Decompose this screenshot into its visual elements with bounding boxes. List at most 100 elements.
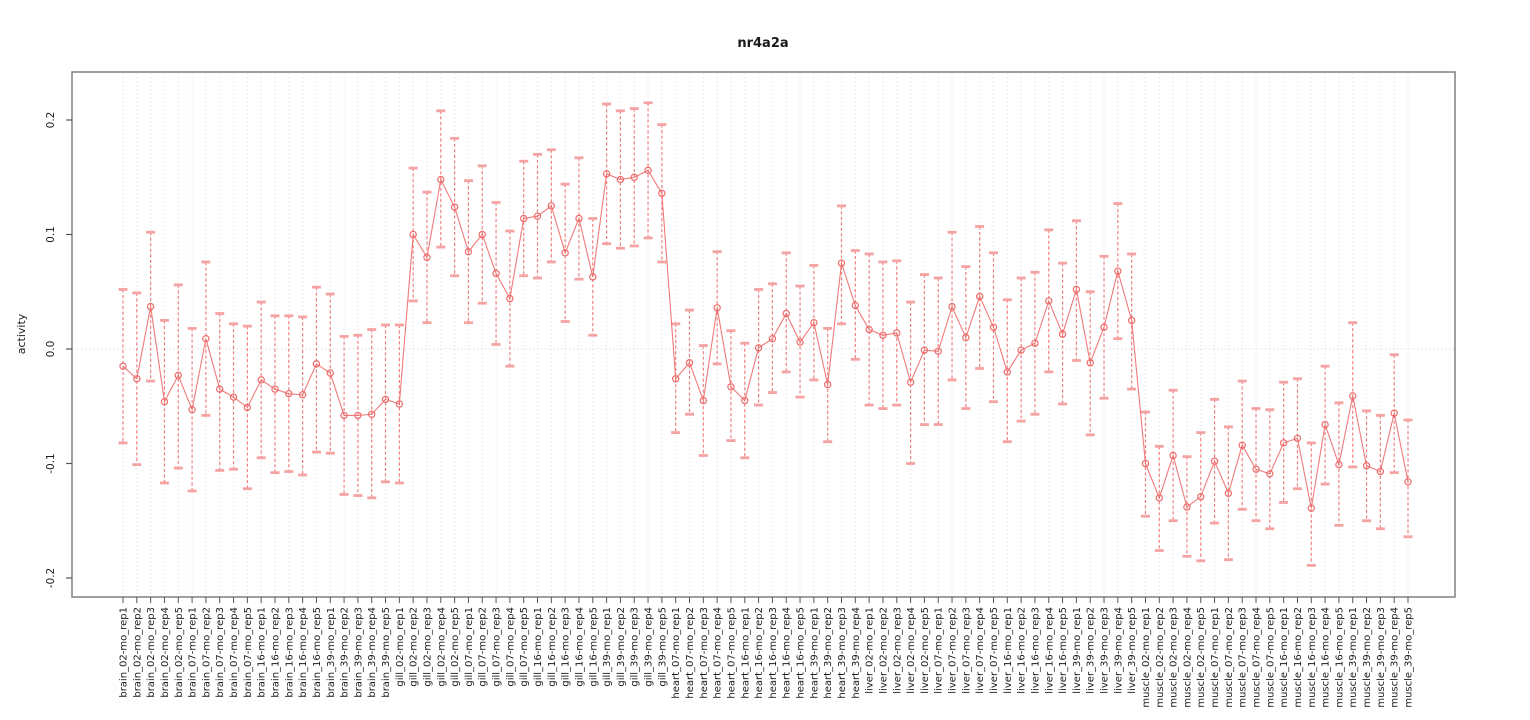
x-tick-label: muscle_16-mo_rep3 [1307,607,1318,708]
x-tick-label: heart_16-mo_rep3 [768,607,779,699]
data-point [119,362,127,370]
data-point [575,214,583,223]
data-point [989,323,998,331]
x-tick-label: muscle_39-mo_rep4 [1390,607,1401,708]
data-point [713,304,721,312]
x-tick-label: liver_07-mo_rep2 [948,607,959,694]
data-point [1183,503,1191,511]
data-point [395,400,404,408]
x-tick-label: muscle_07-mo_rep4 [1252,607,1263,708]
data-point [271,385,279,393]
data-point [865,325,873,334]
data-point [589,273,597,281]
data-point [229,393,238,401]
data-point [699,396,708,405]
x-tick-label: gill_02-mo_rep4 [436,607,447,687]
y-axis-label: activity [15,313,28,354]
x-tick-label: muscle_16-mo_rep2 [1293,607,1304,708]
x-tick-label: liver_02-mo_rep3 [892,607,903,694]
x-tick-label: liver_16-mo_rep3 [1030,607,1041,694]
data-point [1197,493,1205,501]
x-tick-label: muscle_16-mo_rep5 [1334,607,1345,708]
x-tick-label: brain_39-mo_rep3 [353,607,364,698]
x-tick-label: heart_16-mo_rep1 [740,607,751,699]
data-point [1390,409,1398,417]
data-point [1404,478,1412,486]
x-tick-label: muscle_07-mo_rep3 [1238,607,1249,708]
x-tick-label: brain_16-mo_rep2 [270,607,281,698]
x-tick-label: heart_16-mo_rep5 [796,607,807,699]
data-point [1349,392,1357,400]
data-point [1155,494,1163,502]
x-tick-label: brain_39-mo_rep2 [340,607,351,698]
data-point [326,369,334,377]
data-point [893,329,901,337]
data-point [547,202,556,210]
x-tick-label: muscle_07-mo_rep2 [1224,607,1235,708]
x-tick-label: gill_02-mo_rep2 [409,607,420,687]
data-point [174,371,182,380]
data-point [285,389,293,398]
x-tick-label: brain_02-mo_rep5 [174,607,185,698]
x-tick-label: brain_07-mo_rep5 [243,607,254,698]
x-tick-label: brain_07-mo_rep4 [229,607,240,698]
data-point [340,411,348,420]
data-point [1335,460,1343,469]
x-tick-label: liver_02-mo_rep2 [878,607,889,694]
data-point [492,269,500,278]
data-point [450,203,459,211]
data-point [1141,459,1150,468]
data-point [602,170,611,178]
error-bar-series [118,101,1413,567]
x-tick-label: gill_02-mo_rep3 [422,607,433,687]
data-point [768,334,777,343]
x-tick-label: gill_39-mo_rep4 [644,607,655,687]
x-tick-label: muscle_39-mo_rep5 [1404,607,1415,708]
x-tick-label: brain_02-mo_rep3 [146,607,157,698]
data-point [188,405,196,414]
x-tick-label: liver_39-mo_rep1 [1072,607,1083,694]
x-tick-label: gill_02-mo_rep1 [395,607,406,687]
x-tick-label: gill_16-mo_rep4 [574,607,585,687]
x-tick-label: brain_39-mo_rep5 [381,607,392,698]
x-tick-label: gill_07-mo_rep2 [478,607,489,687]
data-point [1210,457,1219,465]
x-tick-label: gill_16-mo_rep1 [533,607,544,687]
x-tick-label: heart_07-mo_rep2 [685,607,696,699]
data-point [1293,434,1302,443]
data-point [1238,441,1246,449]
data-point [782,309,790,318]
x-tick-label: gill_39-mo_rep2 [616,607,627,687]
x-tick-label: liver_07-mo_rep3 [961,607,972,694]
data-point [1058,330,1067,338]
x-tick-label: muscle_39-mo_rep1 [1348,607,1359,708]
data-point [616,175,625,184]
x-tick-label: brain_39-mo_rep1 [326,607,337,698]
data-point [658,189,666,197]
data-point [851,301,860,310]
x-tick-label: muscle_02-mo_rep4 [1182,607,1193,708]
x-tick-label: heart_39-mo_rep4 [851,607,862,699]
data-point [354,411,362,420]
data-point [298,391,307,399]
data-point [133,375,141,383]
x-tick-label: brain_16-mo_rep3 [284,607,295,698]
x-tick-label: liver_39-mo_rep5 [1127,607,1138,694]
data-point [962,333,970,342]
x-tick-label: gill_07-mo_rep1 [464,607,475,687]
x-tick-label: gill_07-mo_rep4 [505,607,516,687]
data-point [671,375,680,383]
x-tick-label: heart_16-mo_rep4 [782,607,793,699]
data-point [685,359,694,367]
data-point [1017,346,1025,354]
x-tick-label: brain_07-mo_rep1 [188,607,199,698]
x-tick-label: gill_07-mo_rep3 [492,607,503,687]
data-point [437,175,445,184]
series-line [122,169,1409,509]
x-tick-label: brain_16-mo_rep1 [257,607,268,698]
x-tick-label: muscle_16-mo_rep1 [1279,607,1290,708]
x-tick-label: brain_02-mo_rep4 [160,607,171,698]
data-point [160,397,169,406]
data-point [796,338,804,346]
x-tick-label: brain_07-mo_rep3 [215,607,226,698]
